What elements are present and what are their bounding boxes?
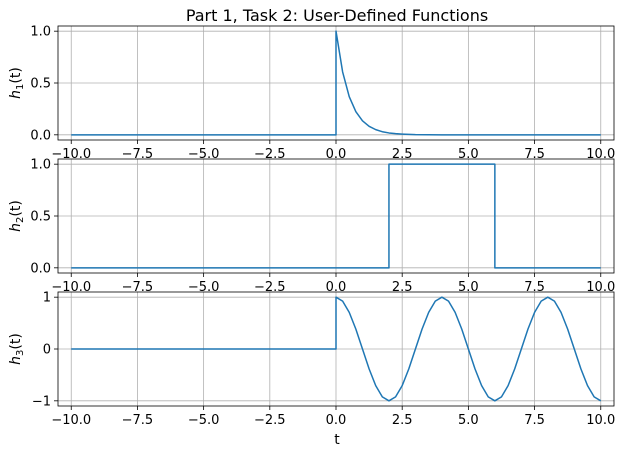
x-tick-label: 2.5 <box>392 147 413 162</box>
y-tick-label: 0.0 <box>30 261 51 276</box>
x-tick-label: 7.5 <box>524 280 545 295</box>
x-tick-label: −10.0 <box>51 280 91 295</box>
y-tick-label: 0 <box>43 343 51 358</box>
x-tick-label: 2.5 <box>392 413 413 428</box>
y-tick-label: 1.0 <box>30 158 51 173</box>
y-axis-label-h2: h2(t) <box>8 200 26 232</box>
series-line-h2 <box>71 163 601 269</box>
x-tick-label: −10.0 <box>51 413 91 428</box>
y-tick-label: 0.5 <box>30 77 51 92</box>
x-tick-label: 10.0 <box>586 413 615 428</box>
y-tick-label: 0.0 <box>30 128 51 143</box>
x-tick-label: −2.5 <box>254 147 286 162</box>
series-line-h1 <box>71 30 601 136</box>
y-tick-label: 1 <box>43 291 51 306</box>
x-tick-label: 5.0 <box>458 147 479 162</box>
x-tick-label: −7.5 <box>122 413 154 428</box>
x-tick-label: 0.0 <box>326 147 347 162</box>
x-tick-label: −5.0 <box>188 147 220 162</box>
x-tick-label: 10.0 <box>586 147 615 162</box>
x-tick-label: 10.0 <box>586 280 615 295</box>
x-tick-label: −5.0 <box>188 280 220 295</box>
x-axis-label: t <box>334 432 340 448</box>
x-tick-label: −5.0 <box>188 413 220 428</box>
y-tick-label: 1.0 <box>30 25 51 40</box>
x-tick-label: −7.5 <box>122 147 154 162</box>
x-tick-label: 5.0 <box>458 280 479 295</box>
x-tick-label: −7.5 <box>122 280 154 295</box>
subplots: −10.0 −7.5 −5.0 −2.5 0.0 2.5 5.0 7.5 10.00.00.51… <box>8 25 615 428</box>
x-tick-label: 0.0 <box>326 413 347 428</box>
x-tick-label: 0.0 <box>326 280 347 295</box>
x-tick-label: 2.5 <box>392 280 413 295</box>
series-line-h3 <box>71 296 602 402</box>
y-tick-label: −1 <box>32 394 51 409</box>
x-tick-label: 5.0 <box>458 413 479 428</box>
x-tick-label: 7.5 <box>524 413 545 428</box>
x-tick-label: 7.5 <box>524 147 545 162</box>
figure-title: Part 1, Task 2: User-Defined Functions <box>186 6 488 25</box>
subplot-3: −10.0 −7.5 −5.0 −2.5 0.0 2.5 5.0 7.5 10.0 −1 0 1 h3(… <box>8 291 615 428</box>
x-tick-label: −2.5 <box>254 280 286 295</box>
y-tick-label: 0.5 <box>30 210 51 225</box>
y-axis-label-h3: h3(t) <box>8 333 26 365</box>
x-tick-label: −10.0 <box>51 147 91 162</box>
subplot-1: −10.0 −7.5 −5.0 −2.5 0.0 2.5 5.0 7.5 10.0 0.0 0.5 1… <box>8 25 615 162</box>
y-axis-label-h1: h1(t) <box>8 67 26 99</box>
x-tick-label: −2.5 <box>254 413 286 428</box>
subplot-2: −10.0 −7.5 −5.0 −2.5 0.0 2.5 5.0 7.5 10.0 0.0 0.5 1… <box>8 158 615 295</box>
